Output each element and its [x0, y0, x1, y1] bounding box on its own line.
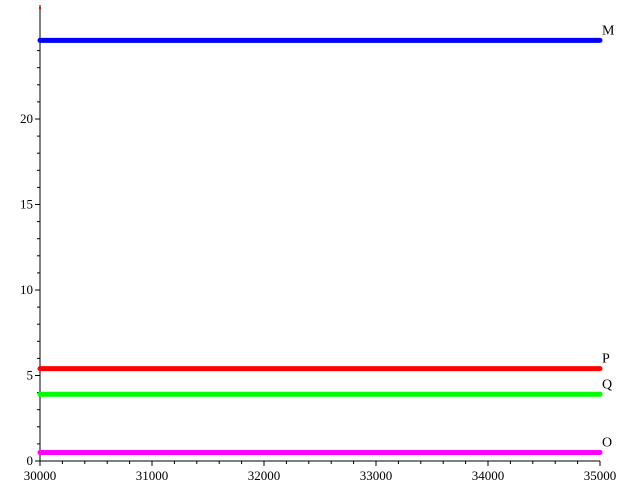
series-label-Q: Q: [602, 377, 612, 392]
x-tick-label: 30000: [24, 468, 57, 483]
x-tick-label: 34000: [472, 468, 505, 483]
x-tick-label: 35000: [584, 468, 617, 483]
y-tick-label: 15: [20, 197, 33, 212]
x-tick-label: 31000: [136, 468, 169, 483]
x-tick-label: 32000: [248, 468, 281, 483]
x-tick-label: 33000: [360, 468, 393, 483]
stray-mark: [39, 7, 41, 9]
y-tick-label: 5: [27, 368, 34, 383]
series-label-P: P: [602, 352, 610, 367]
series-label-O: O: [602, 435, 612, 450]
y-tick-label: 20: [20, 111, 33, 126]
y-tick-label: 0: [27, 453, 34, 468]
series-layer: [37, 7, 603, 455]
series-label-M: M: [602, 23, 615, 38]
series-labels: M PQ O: [602, 23, 615, 450]
y-tick-label: 10: [20, 282, 33, 297]
axes: 0 5 10 15 20 30000 31000 32000 33000 34000 35000: [20, 5, 616, 483]
